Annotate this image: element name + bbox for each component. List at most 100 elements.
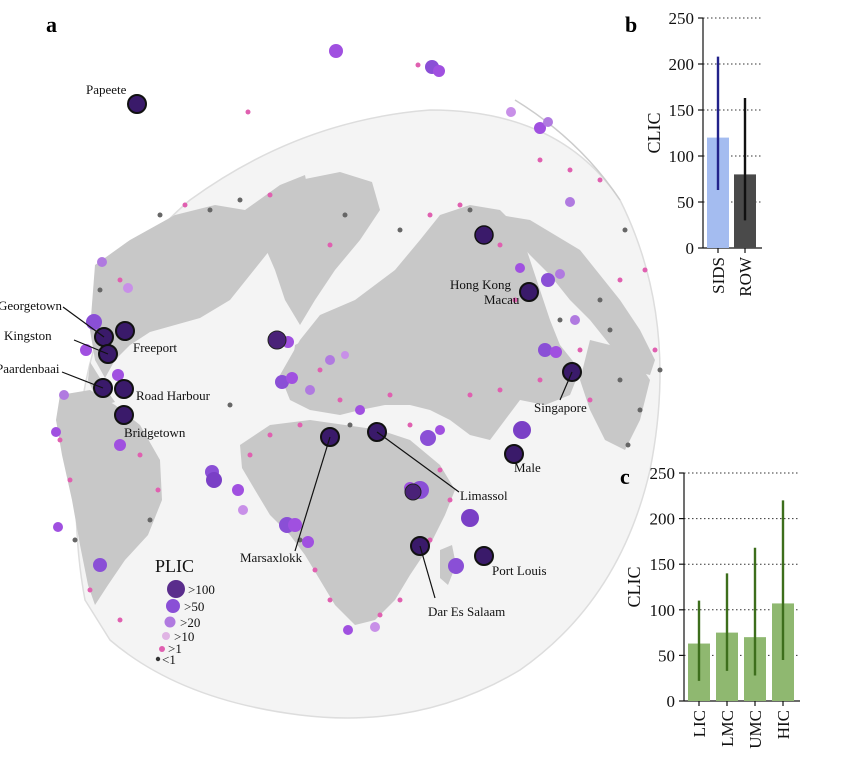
port-marker xyxy=(343,625,353,635)
b-y-axis-label: CLIC xyxy=(644,112,664,153)
legend-marker-100 xyxy=(167,580,185,598)
port-marker xyxy=(617,277,623,283)
label-singapore: Singapore xyxy=(534,400,587,415)
port-marker xyxy=(474,225,494,245)
b-x-tick-label-sids: SIDS xyxy=(709,257,728,294)
port-marker xyxy=(245,109,251,115)
port-marker xyxy=(117,617,123,623)
port-marker xyxy=(57,437,63,443)
port-freeport xyxy=(115,321,135,341)
port-marker xyxy=(341,351,349,359)
port-marker xyxy=(565,197,575,207)
port-marker xyxy=(607,327,613,333)
port-marker xyxy=(513,421,531,439)
c-y-tick-label: 100 xyxy=(650,601,676,620)
leader-line xyxy=(419,545,436,599)
landmass-north-america xyxy=(90,175,310,378)
leader-line xyxy=(61,371,104,389)
port-marker xyxy=(347,422,353,428)
leader-line xyxy=(73,339,109,355)
b-y-tick-label: 0 xyxy=(686,239,695,258)
legend-title: PLIC xyxy=(155,556,194,576)
port-marker xyxy=(182,202,188,208)
port-marker xyxy=(87,587,93,593)
port-marker xyxy=(112,369,124,381)
label-hong-kong: Hong Kong xyxy=(450,277,512,292)
b-y-tick-label: 100 xyxy=(669,147,695,166)
port-marker xyxy=(427,212,433,218)
b-error-bars xyxy=(716,56,747,221)
port-marker xyxy=(155,487,161,493)
port-marker xyxy=(506,107,516,117)
port-marker xyxy=(137,452,143,458)
landmass-eurasia xyxy=(280,205,580,440)
map-legend: PLIC >100 >50 >20 >10 >1 <1 xyxy=(155,556,215,667)
port-marker xyxy=(327,242,333,248)
panel-label-c: c xyxy=(620,464,630,489)
port-marker xyxy=(157,212,163,218)
port-marker xyxy=(433,65,445,77)
port-marker xyxy=(288,518,302,532)
c-y-tick-label: 200 xyxy=(650,510,676,529)
port-marker xyxy=(617,377,623,383)
port-marker xyxy=(53,522,63,532)
port-marker xyxy=(557,317,563,323)
b-y-tick-label: 200 xyxy=(669,55,695,74)
label-leader-lines xyxy=(61,306,573,599)
port-marker xyxy=(515,263,525,273)
port-marker xyxy=(267,192,273,198)
port-marker xyxy=(72,537,78,543)
port-marker xyxy=(622,227,628,233)
b-y-tick-label: 150 xyxy=(669,101,695,120)
port-marker xyxy=(435,425,445,435)
port-marker xyxy=(577,347,583,353)
b-y-tick-label: 50 xyxy=(677,193,694,212)
c-y-tick-label: 50 xyxy=(658,646,675,665)
port-papeete xyxy=(127,94,147,114)
leader-line xyxy=(62,306,105,338)
port-marker xyxy=(342,212,348,218)
port-marker xyxy=(297,422,303,428)
label-port-louis: Port Louis xyxy=(492,563,547,578)
port-marker xyxy=(97,287,103,293)
map-panel: a xyxy=(0,12,663,719)
legend-label-20: >20 xyxy=(180,615,200,630)
landmass-africa xyxy=(240,420,455,625)
port-marker xyxy=(286,372,298,384)
port-marker xyxy=(537,157,543,163)
b-x-tick-labels: SIDS ROW xyxy=(709,248,755,297)
port-marker xyxy=(543,117,553,127)
landmass-uk xyxy=(293,340,310,372)
small-ports xyxy=(57,62,663,623)
port-marker xyxy=(97,257,107,267)
port-marker xyxy=(467,392,473,398)
port-marker xyxy=(534,122,546,134)
port-marker xyxy=(642,267,648,273)
port-marker xyxy=(497,242,503,248)
port-marker xyxy=(497,387,503,393)
port-marker xyxy=(237,197,243,203)
c-x-tick-labels: LIC LMC UMC HIC xyxy=(690,701,793,749)
port-marker xyxy=(117,277,123,283)
port-marker xyxy=(67,477,73,483)
c-x-tick-label-umc: UMC xyxy=(746,710,765,749)
port-marker xyxy=(80,344,92,356)
port-marker xyxy=(437,467,443,473)
port-marker xyxy=(420,430,436,446)
port-marker xyxy=(377,612,383,618)
panel-label-a: a xyxy=(46,12,57,37)
port-marker xyxy=(625,442,631,448)
port-marker xyxy=(123,283,133,293)
legend-marker-1 xyxy=(159,646,165,652)
port-marker xyxy=(404,483,422,501)
port-marker xyxy=(312,567,318,573)
port-marker xyxy=(327,597,333,603)
legend-label-1: >1 xyxy=(168,641,182,656)
label-papeete: Papeete xyxy=(86,82,127,97)
port-marker xyxy=(397,597,403,603)
port-marker xyxy=(267,432,273,438)
b-y-tick-label: 250 xyxy=(669,9,695,28)
port-male xyxy=(504,444,524,464)
port-marker xyxy=(387,392,393,398)
